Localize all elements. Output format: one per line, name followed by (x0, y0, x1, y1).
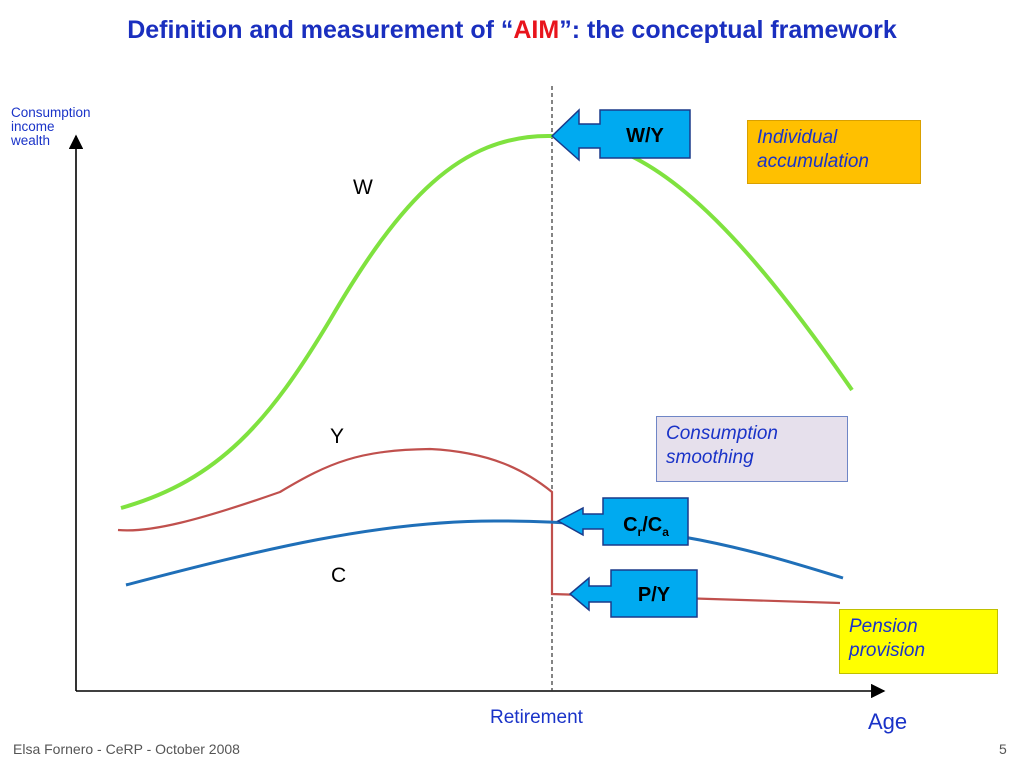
x-axis-label: Age (868, 709, 908, 734)
wealth-curve (120, 133, 854, 510)
box-line: Individual (757, 127, 838, 148)
box-line: Consumption (666, 423, 778, 444)
box-line: accumulation (757, 151, 869, 172)
wy-callout: W/Y (550, 108, 691, 162)
ca-subscript: a (662, 525, 669, 539)
slide-title: Definition and measurement of “AIM”: the… (0, 16, 1024, 45)
title-before: Definition and measurement of “ (127, 16, 514, 44)
retirement-label: Retirement (490, 707, 583, 728)
box-line: provision (849, 640, 926, 661)
y-axis-label-line: wealth (11, 133, 51, 148)
box-line: smoothing (666, 447, 754, 468)
individual-accumulation-box: Individual accumulation (747, 120, 921, 184)
income-label: Y (330, 425, 345, 448)
income-curve (117, 447, 841, 605)
y-axis-label-line: income (11, 119, 55, 134)
wealth-label: W (353, 176, 373, 199)
cr-slash-c: /C (642, 514, 662, 536)
y-axis-label: Consumption income wealth (11, 106, 91, 148)
pension-provision-box: Pension provision (839, 609, 998, 674)
py-callout-label: P/Y (638, 584, 671, 606)
y-axis-label-line: Consumption (11, 105, 91, 120)
title-accent: AIM (513, 16, 560, 44)
title-after: ”: the conceptual framework (559, 16, 897, 44)
page-number: 5 (999, 741, 1007, 757)
cr-ca-callout-label: Cr/Ca (623, 514, 669, 539)
consumption-curve (125, 519, 844, 587)
box-line: Pension (849, 616, 918, 637)
consumption-label: C (331, 564, 347, 587)
footer-credit: Elsa Fornero - CeRP - October 2008 (13, 741, 240, 757)
cr-ca-callout: Cr/Ca (556, 497, 689, 546)
cr-subscript: r (638, 525, 643, 539)
consumption-smoothing-box: Consumption smoothing (656, 416, 848, 482)
wy-callout-label: W/Y (626, 125, 664, 147)
cr-letter: C (623, 514, 637, 536)
py-callout: P/Y (568, 569, 698, 618)
